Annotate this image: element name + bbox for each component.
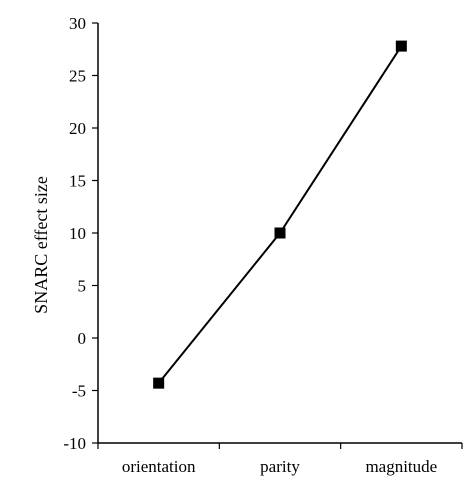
data-point-marker bbox=[274, 227, 286, 239]
y-axis-title: SNARC effect size bbox=[31, 176, 51, 314]
series-layer bbox=[153, 40, 407, 389]
y-tick-label: 15 bbox=[69, 172, 86, 191]
x-tick-label: orientation bbox=[122, 457, 196, 476]
y-tick-label: 5 bbox=[78, 277, 87, 296]
y-tick-label: 0 bbox=[78, 329, 87, 348]
data-point-marker bbox=[395, 40, 407, 52]
y-tick-label: -10 bbox=[63, 434, 86, 453]
y-tick-label: 20 bbox=[69, 119, 86, 138]
y-tick-label: 10 bbox=[69, 224, 86, 243]
x-tick-label: magnitude bbox=[365, 457, 437, 476]
x-tick-label: parity bbox=[260, 457, 300, 476]
y-tick-label: 25 bbox=[69, 67, 86, 86]
series-line bbox=[157, 45, 403, 384]
y-axis: -10 -5 0 5 10 15 20 25 30 bbox=[63, 14, 99, 453]
y-tick-label: 30 bbox=[69, 14, 86, 33]
data-point-marker bbox=[153, 377, 165, 389]
y-tick-label: -5 bbox=[72, 382, 86, 401]
x-axis: orientation parity magnitude bbox=[97, 442, 463, 476]
